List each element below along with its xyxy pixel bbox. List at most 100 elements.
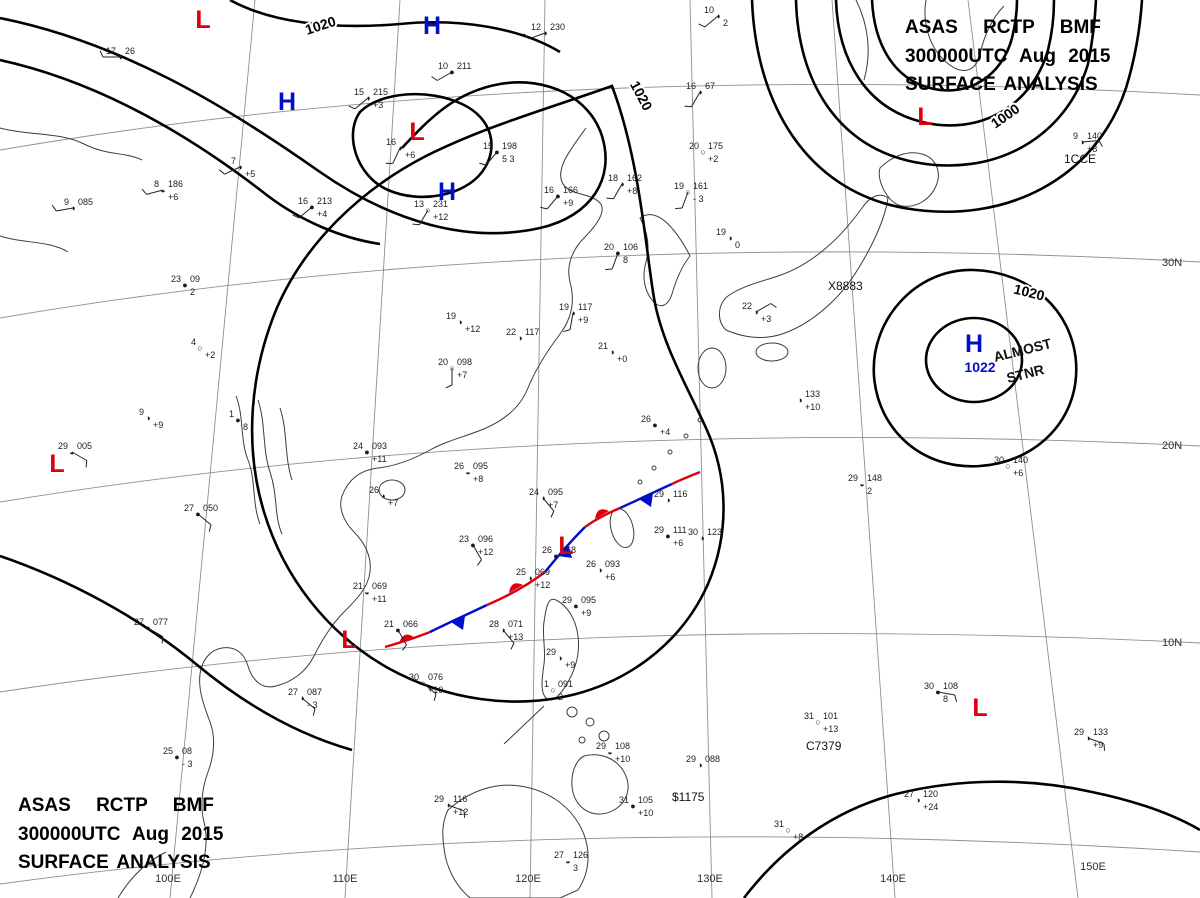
longitude-label: 140E (880, 873, 906, 885)
chart-title-datetime: 300000UTC Aug 2015 (18, 823, 224, 845)
station-pressure: 068 (561, 545, 576, 555)
wind-barb (146, 189, 164, 195)
longitude-label: 100E (155, 873, 181, 885)
station-temperature: 17 (106, 46, 116, 56)
station-tendency: +12 (535, 580, 550, 590)
station-pressure: 071 (508, 619, 523, 629)
station-plot: ●27 050 (184, 503, 218, 532)
wind-barb (937, 691, 955, 696)
front-segment-red (671, 470, 701, 486)
wind-barb (419, 209, 429, 225)
station-plot: ◑30 123 (688, 527, 722, 543)
station-symbol: ● (470, 540, 475, 550)
station-temperature: 24 (353, 441, 363, 451)
station-plot: ◒21 069 +11 (353, 581, 387, 604)
station-pressure: 093 (605, 559, 620, 569)
station-tendency: +7 (457, 370, 467, 380)
station-symbol: ○ (550, 685, 555, 695)
station-tendency: +6 (405, 150, 415, 160)
station-plot: ○20 098 +7 (438, 357, 472, 389)
wind-barb-tick (563, 329, 571, 333)
station-tendency: 2 (723, 18, 728, 28)
front-triangle-marker (558, 544, 572, 558)
station-tendency: +8 (793, 832, 803, 842)
pressure-high-marker: H (438, 178, 456, 206)
station-temperature: 29 (546, 647, 556, 657)
station-temperature: 26 (454, 461, 464, 471)
station-temperature: 26 (641, 414, 651, 424)
station-tendency: +9 (581, 608, 591, 618)
wind-barb (704, 15, 719, 28)
station-plot: ◑12 230 (523, 22, 565, 40)
station-temperature: 21 (353, 581, 363, 591)
station-symbol: ● (364, 447, 369, 457)
station-tendency: - 3 (693, 194, 704, 204)
station-plot: ◑29 116 (654, 489, 687, 505)
station-temperature: 16 (544, 185, 554, 195)
station-pressure: 095 (581, 595, 596, 605)
wind-barb (613, 183, 623, 199)
station-symbol: ◒ (364, 587, 369, 597)
station-plot: ◑19 +12 (446, 311, 480, 334)
wind-barb (397, 629, 407, 645)
station-tendency: +5 (245, 169, 255, 179)
title-block-bottom-left: ASAS RCTP BMF 300000UTC Aug 2015 SURFACE… (18, 792, 224, 878)
station-plot: ◑19 0 (716, 227, 740, 250)
isobar-line-1020-top (229, 0, 561, 54)
station-temperature: 29 (1074, 727, 1084, 737)
wind-barb (485, 151, 498, 166)
station-plot: ●23 096 +12 (459, 534, 493, 566)
coastline-visayas-island (566, 706, 578, 718)
station-symbol: ● (935, 687, 940, 697)
latitude-label: 10N (1162, 637, 1182, 649)
station-symbol: ◑ (915, 795, 920, 805)
station-plot: ◒29 148 2 (848, 473, 882, 496)
station-temperature: 31 (619, 795, 629, 805)
station-pressure: 108 (615, 741, 630, 751)
coastline-kamchatka (924, 0, 1005, 71)
wind-barb-tick (402, 644, 407, 651)
station-pressure: 198 (502, 141, 517, 151)
station-pressure: 091 (558, 679, 573, 689)
wind-barb-tick (431, 76, 438, 81)
wind-barb-tick (348, 105, 356, 110)
station-pressure: 230 (550, 22, 565, 32)
coastline-mindanao (571, 754, 629, 815)
station-symbol: ◑ (445, 800, 450, 810)
annotation-stnr: STNR (1005, 361, 1046, 386)
station-plot: ◑7 +5 (218, 156, 255, 179)
station-temperature: 23 (459, 534, 469, 544)
station-symbol: ◑ (697, 760, 702, 770)
chart-title-id: ASAS RCTP BMF (18, 795, 214, 816)
station-plot: ●20 106 8 (604, 242, 638, 271)
station-pressure: 105 (638, 795, 653, 805)
station-tendency: +4 (317, 209, 327, 219)
station-tendency: 2 (190, 287, 195, 297)
station-plot: ●25 08 - 3 (163, 746, 193, 769)
wind-barb (755, 303, 771, 313)
station-tendency: +6 (168, 192, 178, 202)
station-temperature: 18 (608, 173, 618, 183)
station-symbol: ◑ (1079, 137, 1084, 147)
station-symbol: ◑ (145, 413, 150, 423)
station-symbol: ◒ (607, 747, 612, 757)
station-plot: ●10 211 (431, 61, 471, 81)
station-plot: ○31 +8 (774, 819, 803, 842)
station-plot: ◑22 117 (506, 327, 539, 343)
wind-barb (197, 513, 212, 526)
longitude-label: 150E (1080, 861, 1106, 873)
station-temperature: 19 (674, 181, 684, 191)
front-segment-blue (429, 603, 488, 634)
station-plot: ●26 +4 (641, 414, 670, 437)
station-pressure: 066 (403, 619, 418, 629)
station-plot: ○19 161 - 3 (674, 181, 708, 210)
station-pressure: 67 (705, 81, 715, 91)
station-symbol: ◑ (397, 143, 402, 153)
station-temperature: 8 (154, 179, 159, 189)
station-pressure: 133 (805, 389, 820, 399)
station-plot: ○20 175 +2 (689, 141, 723, 164)
station-pressure: 085 (78, 197, 93, 207)
station-pressure: 117 (578, 302, 592, 312)
coastline-palawan (503, 705, 545, 745)
